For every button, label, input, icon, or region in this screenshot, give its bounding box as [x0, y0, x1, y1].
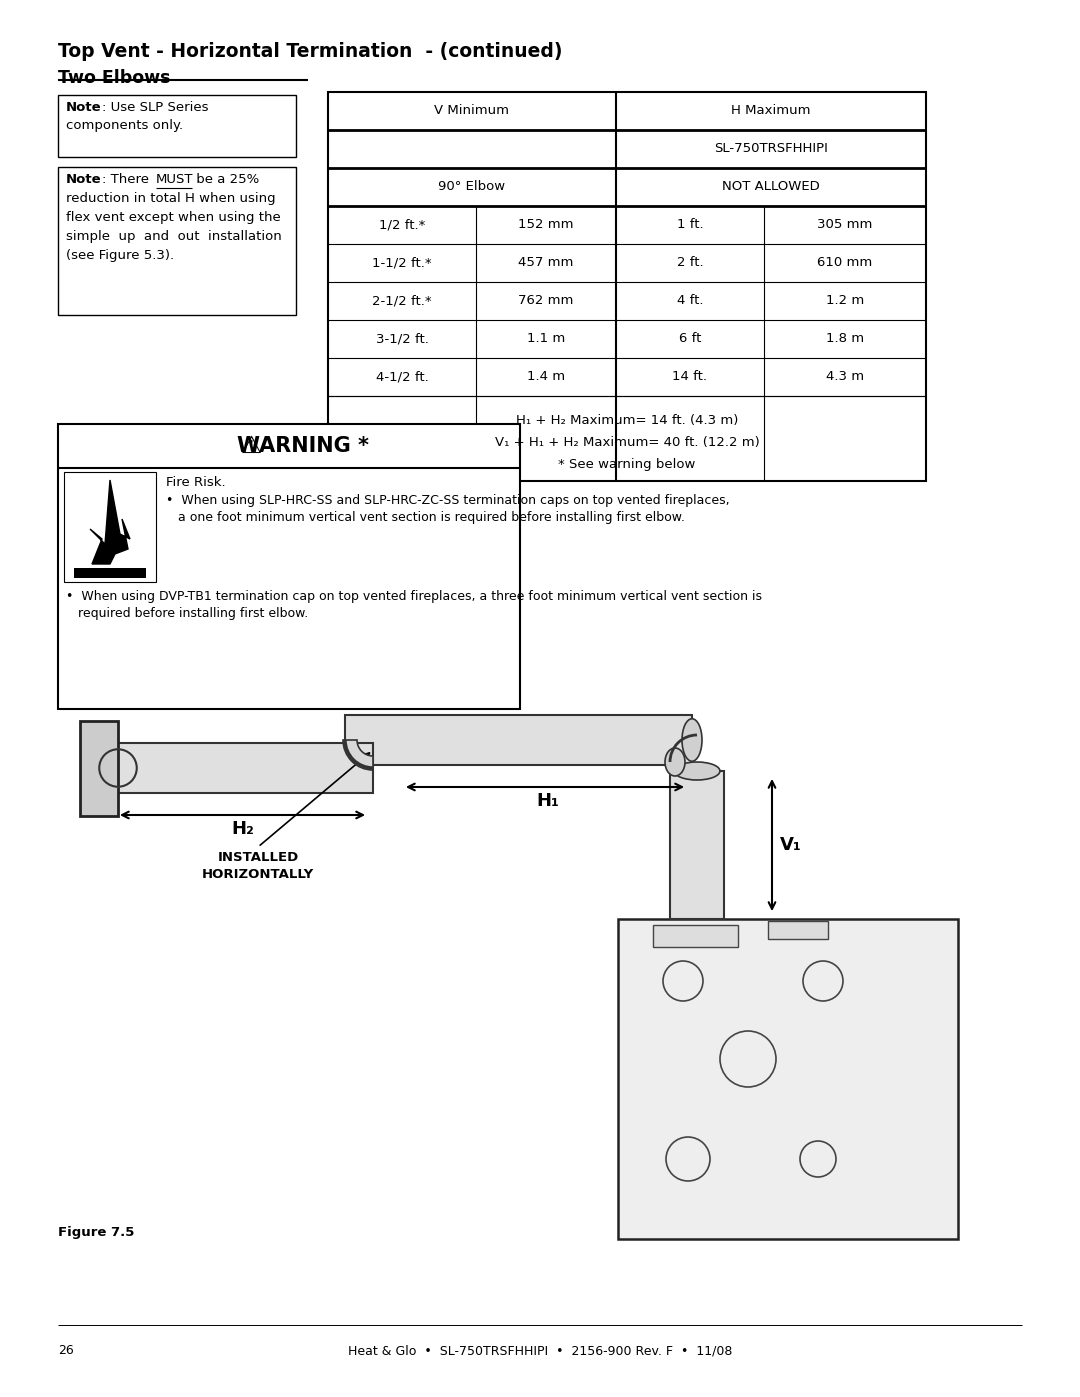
Text: a one foot minimum vertical vent section is required before installing first elb: a one foot minimum vertical vent section… [166, 511, 685, 524]
Text: Note: Note [66, 173, 102, 186]
Bar [75, 569, 146, 578]
Text: flex vent except when using the: flex vent except when using the [66, 211, 281, 224]
Text: reduction in total H when using: reduction in total H when using [66, 191, 275, 205]
Text: 26: 26 [58, 1344, 73, 1358]
Bar [328, 92, 926, 481]
Text: : Use SLP Series: : Use SLP Series [102, 101, 208, 115]
Text: 1.2 m: 1.2 m [826, 295, 864, 307]
Text: : There: : There [102, 173, 153, 186]
Text: •  When using DVP-TB1 termination cap on top vented fireplaces, a three foot min: • When using DVP-TB1 termination cap on … [66, 590, 762, 604]
Text: 2-1/2 ft.*: 2-1/2 ft.* [373, 295, 432, 307]
Text: Top Vent - Horizontal Termination  - (continued): Top Vent - Horizontal Termination - (con… [58, 42, 563, 61]
Text: H Maximum: H Maximum [731, 105, 811, 117]
Text: MUST: MUST [156, 173, 193, 186]
Text: components only.: components only. [66, 119, 184, 131]
Text: Figure 7.5: Figure 7.5 [58, 1227, 134, 1239]
Text: •  When using SLP-HRC-SS and SLP-HRC-ZC-SS termination caps on top vented firepl: • When using SLP-HRC-SS and SLP-HRC-ZC-S… [166, 495, 730, 507]
Bar [80, 721, 118, 816]
Bar [58, 95, 296, 156]
Text: ⚠: ⚠ [241, 434, 261, 458]
Text: 14 ft.: 14 ft. [673, 370, 707, 384]
Text: INSTALLED
HORIZONTALLY: INSTALLED HORIZONTALLY [202, 851, 314, 882]
Wedge shape [343, 740, 373, 770]
Ellipse shape [674, 761, 720, 780]
Bar [768, 921, 828, 939]
Text: 610 mm: 610 mm [818, 257, 873, 270]
Text: WARNING *: WARNING * [237, 436, 369, 455]
Text: Heat & Glo  •  SL-750TRSFHHIPI  •  2156-900 Rev. F  •  11/08: Heat & Glo • SL-750TRSFHHIPI • 2156-900 … [348, 1344, 732, 1358]
Text: H₂: H₂ [231, 820, 254, 838]
Text: * See warning below: * See warning below [558, 458, 696, 471]
Bar [112, 743, 373, 793]
Polygon shape [90, 481, 130, 564]
Text: 305 mm: 305 mm [818, 218, 873, 232]
Text: 1.4 m: 1.4 m [527, 370, 565, 384]
Text: 152 mm: 152 mm [518, 218, 573, 232]
Text: SL-750TRSFHHIPI: SL-750TRSFHHIPI [714, 142, 828, 155]
Text: V₁ + H₁ + H₂ Maximum= 40 ft. (12.2 m): V₁ + H₁ + H₂ Maximum= 40 ft. (12.2 m) [495, 436, 759, 448]
Text: 1-1/2 ft.*: 1-1/2 ft.* [373, 257, 432, 270]
Ellipse shape [665, 747, 685, 775]
Ellipse shape [681, 718, 702, 761]
Text: required before installing first elbow.: required before installing first elbow. [66, 608, 308, 620]
Bar [58, 425, 519, 710]
Bar [64, 472, 156, 583]
Bar [653, 925, 738, 947]
Text: H₁ + H₂ Maximum= 14 ft. (4.3 m): H₁ + H₂ Maximum= 14 ft. (4.3 m) [516, 414, 739, 427]
Text: Fire Risk.: Fire Risk. [166, 476, 226, 489]
Text: 762 mm: 762 mm [518, 295, 573, 307]
Text: 6 ft: 6 ft [679, 332, 701, 345]
Text: 457 mm: 457 mm [518, 257, 573, 270]
Text: 1/2 ft.*: 1/2 ft.* [379, 218, 426, 232]
Text: Two Elbows: Two Elbows [58, 68, 171, 87]
Text: 4-1/2 ft.: 4-1/2 ft. [376, 370, 429, 384]
Text: V Minimum: V Minimum [434, 105, 510, 117]
Text: 1 ft.: 1 ft. [677, 218, 703, 232]
Text: 90° Elbow: 90° Elbow [438, 180, 505, 194]
Text: Note: Note [66, 101, 102, 115]
Text: V₁: V₁ [780, 835, 801, 854]
Text: H₁: H₁ [537, 792, 559, 810]
Bar [345, 715, 692, 766]
Text: simple  up  and  out  installation: simple up and out installation [66, 231, 282, 243]
Text: 1.8 m: 1.8 m [826, 332, 864, 345]
Text: 4 ft.: 4 ft. [677, 295, 703, 307]
Bar [618, 919, 958, 1239]
Text: 2 ft.: 2 ft. [677, 257, 703, 270]
Text: (see Figure 5.3).: (see Figure 5.3). [66, 249, 174, 263]
Text: 3-1/2 ft.: 3-1/2 ft. [376, 332, 429, 345]
Text: 1.1 m: 1.1 m [527, 332, 565, 345]
Bar [670, 771, 724, 919]
Bar [58, 168, 296, 314]
Text: be a 25%: be a 25% [192, 173, 259, 186]
Text: 4.3 m: 4.3 m [826, 370, 864, 384]
Text: NOT ALLOWED: NOT ALLOWED [723, 180, 820, 194]
